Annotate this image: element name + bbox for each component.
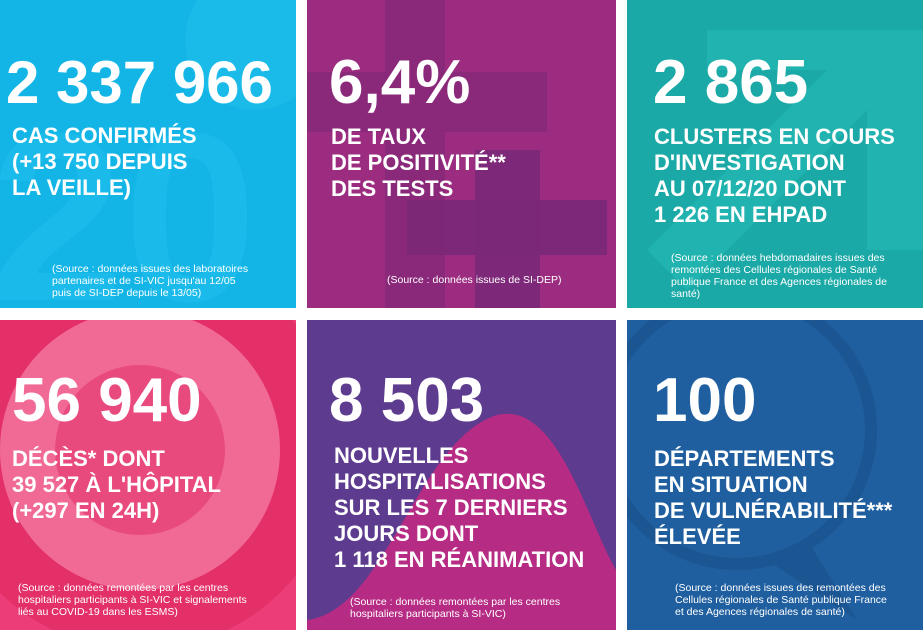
cases-number: 2 337 966 [6, 49, 273, 116]
trend-arrow-icon [647, 30, 923, 290]
tile-clusters: 2 865 CLUSTERS EN COURS D'INVESTIGATION … [627, 0, 923, 308]
tile-confirmed-cases: 20 2 337 966 CAS CONFIRMÉS (+13 750 DEPU… [0, 0, 296, 308]
clusters-number: 2 865 [653, 48, 809, 117]
svg-text:20: 20 [0, 83, 257, 308]
tile-positivity-rate: 6,4% DE TAUX DE POSITIVITÉ** DES TESTS (… [307, 0, 616, 308]
clusters-label: CLUSTERS EN COURS D'INVESTIGATION AU 07/… [654, 124, 895, 227]
deaths-number: 56 940 [12, 366, 202, 435]
positivity-label: DE TAUX DE POSITIVITÉ** DES TESTS [331, 124, 506, 201]
target-circles-icon [0, 320, 296, 630]
departments-number: 100 [653, 366, 757, 435]
departments-label: DÉPARTEMENTS EN SITUATION DE VULNÉRABILI… [654, 446, 893, 549]
clusters-source: (Source : données hebdomadaires issues d… [671, 252, 887, 300]
tile-hospitalisations: 8 503 NOUVELLES HOSPITALISATIONS SUR LES… [307, 320, 616, 630]
hospital-source: (Source : données remontées par les cent… [350, 596, 561, 620]
positivity-number: 6,4% [329, 48, 471, 117]
cases-label: CAS CONFIRMÉS (+13 750 DEPUIS LA VEILLE) [12, 123, 197, 200]
bell-curve-icon [307, 413, 616, 630]
tile-departments: 100 DÉPARTEMENTS EN SITUATION DE VULNÉRA… [627, 320, 923, 630]
covid-virus-icon: 20 [0, 0, 296, 308]
info-bubble-icon [627, 320, 877, 620]
positivity-source: (Source : données issues de SI-DEP) [387, 274, 562, 286]
hospital-number: 8 503 [329, 366, 485, 435]
departments-source: (Source : données issues des remontées d… [675, 582, 887, 618]
deaths-label: DÉCÈS* DONT 39 527 À L'HÔPITAL (+297 EN … [12, 446, 221, 523]
cases-source: (Source : données issues des laboratoire… [52, 263, 249, 299]
deaths-source: (Source : données remontées par les cent… [18, 582, 247, 618]
hospital-label: NOUVELLES HOSPITALISATIONS SUR LES 7 DER… [334, 443, 585, 572]
plus-cross-icon [307, 0, 607, 308]
tile-deaths: 56 940 DÉCÈS* DONT 39 527 À L'HÔPITAL (+… [0, 320, 296, 630]
